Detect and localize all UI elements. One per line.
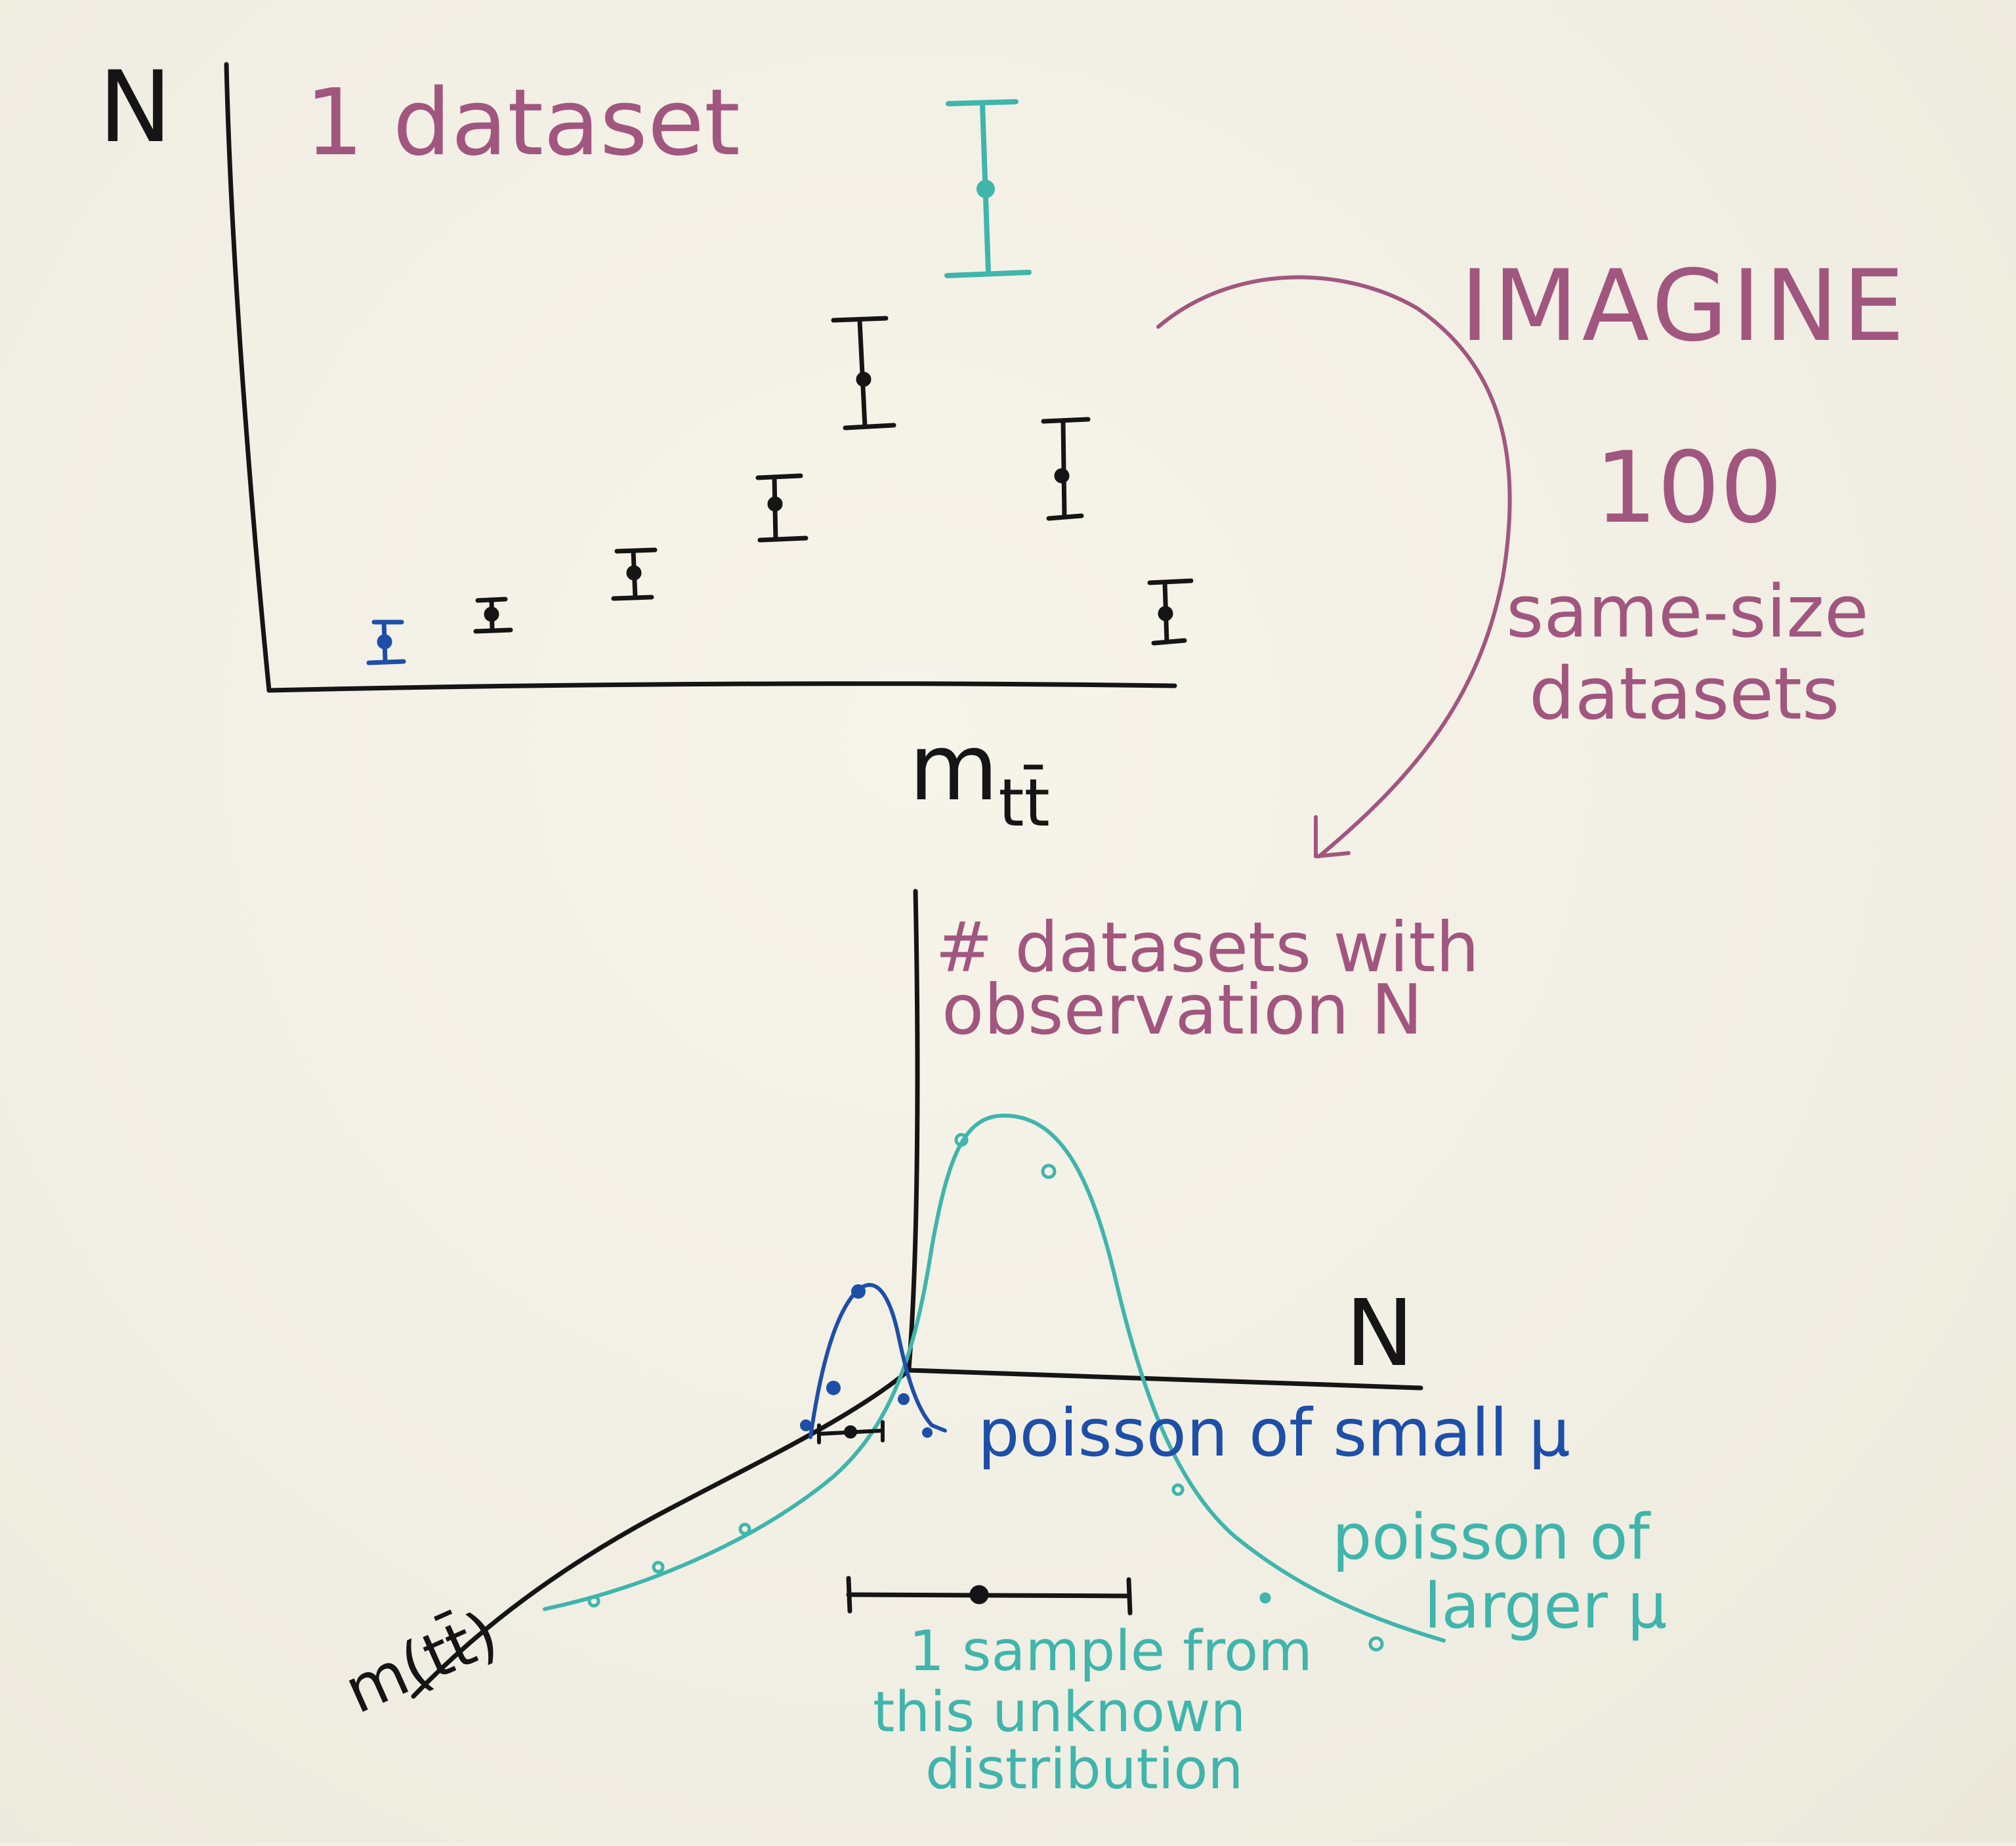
bottom-y-axis [906, 889, 920, 1371]
annotation-sample-line2: this unknown [873, 1680, 1246, 1745]
top-plot-title: 1 dataset [305, 70, 740, 177]
top-y-label: N [98, 51, 172, 165]
error-bar-8 [1147, 578, 1194, 646]
imagine-line2: 100 [1595, 431, 1782, 545]
error-bar-6-teal [944, 99, 1032, 278]
error-bar-1 [366, 619, 406, 665]
sample-bar [846, 1576, 1133, 1616]
small-mu-pointer [930, 1423, 947, 1433]
top-error-bars [366, 99, 1194, 665]
top-y-axis [224, 62, 272, 693]
bottom-x-label: N [1345, 1280, 1414, 1387]
bottom-x-axis [906, 1368, 1423, 1391]
imagine-note: IMAGINE 100 same-size datasets [1156, 249, 1908, 858]
poisson-small-mu-curve [808, 1283, 934, 1439]
top-plot: N 1 dataset mtt̄ [98, 51, 1194, 841]
error-bar-3 [611, 547, 658, 601]
bottom-y-label-line2: observation N [942, 970, 1423, 1050]
annotation-sample-line3: distribution [925, 1737, 1243, 1802]
imagine-line1: IMAGINE [1460, 249, 1908, 364]
poisson-larger-mu-points [587, 1133, 1384, 1652]
bottom-plot: # datasets with observation N N m(tt̄) [334, 889, 1667, 1802]
imagine-arrow [1156, 275, 1512, 858]
error-bar-4 [755, 473, 808, 543]
top-x-label-main: m [909, 715, 998, 822]
small-sample-bar [817, 1420, 885, 1444]
bottom-depth-axis-label: m(tt̄) [334, 1597, 509, 1728]
poisson-small-mu-points [800, 1284, 933, 1438]
annotation-small-mu: poisson of small μ [978, 1395, 1570, 1471]
imagine-line3: same-size [1506, 570, 1869, 654]
poisson-larger-mu-curve [543, 1114, 1446, 1643]
annotation-larger-mu-line1: poisson of [1332, 1501, 1651, 1574]
imagine-arrow-head [1314, 815, 1351, 858]
error-bar-2 [473, 597, 513, 634]
annotation-larger-mu-line2: larger μ [1424, 1570, 1667, 1643]
top-x-axis [266, 681, 1177, 693]
bottom-depth-axis [411, 1368, 912, 1699]
top-x-label-subscript: tt̄ [998, 765, 1049, 841]
top-x-label: mtt̄ [909, 715, 1050, 841]
annotation-sample-line1: 1 sample from [909, 1619, 1312, 1684]
imagine-line4: datasets [1529, 652, 1839, 736]
error-bar-5 [831, 316, 896, 430]
error-bar-7 [1041, 417, 1091, 521]
bottom-y-label-line1: # datasets with [935, 908, 1479, 988]
